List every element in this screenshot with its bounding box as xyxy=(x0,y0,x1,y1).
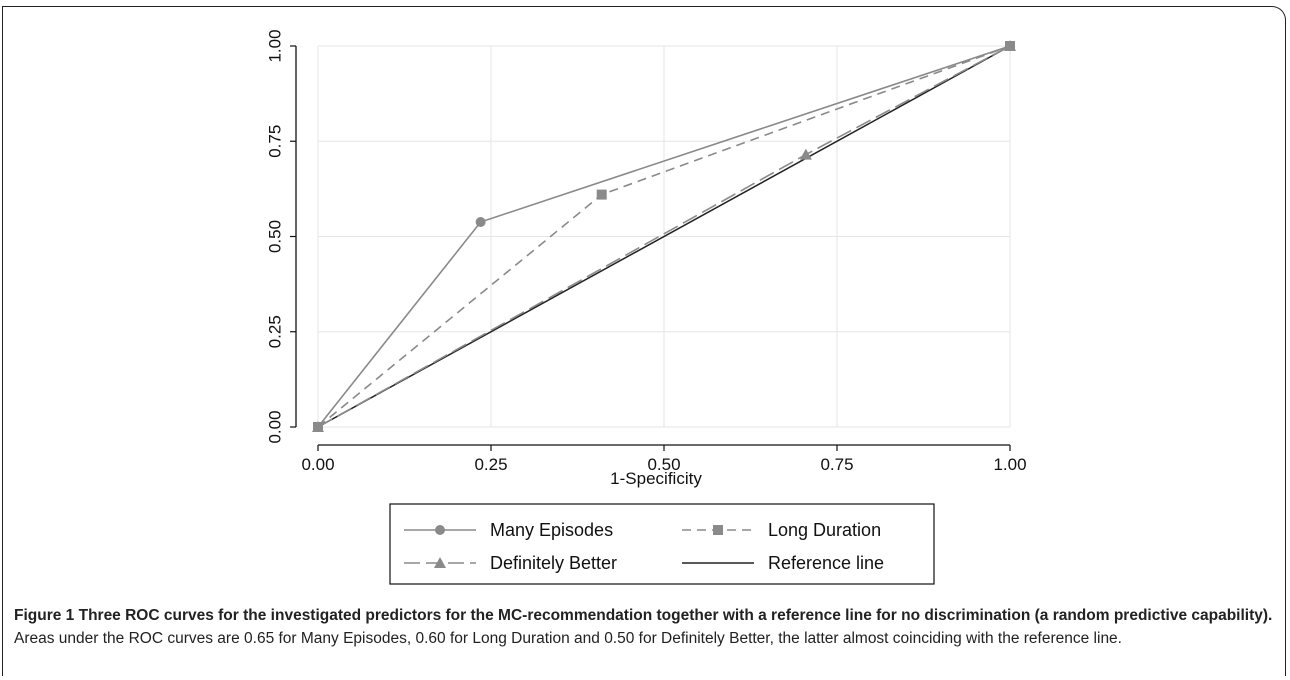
legend-reference-line-label: Reference line xyxy=(768,553,884,573)
figure-frame xyxy=(2,6,1286,676)
series-layer xyxy=(312,40,1016,432)
series-definitely-better-point xyxy=(1004,40,1016,51)
y-tick-label: 0.00 xyxy=(265,410,284,443)
legend-definitely-better-label: Definitely Better xyxy=(490,553,617,573)
legend-many-episodes-marker xyxy=(435,525,445,535)
legend-definitely-better-marker xyxy=(434,557,446,568)
series-definitely-better-point xyxy=(312,421,324,432)
axes: 0.00 0.25 0.50 0.75 1.00 0.00 0.25 0.50 0.75 1.00 xyxy=(265,29,1026,474)
y-tick-label: 0.75 xyxy=(265,125,284,158)
roc-chart: 0.00 0.25 0.50 0.75 1.00 0.00 0.25 0.50 0.75 1.00… xyxy=(265,29,1027,585)
series-definitely-better-point xyxy=(799,148,812,160)
x-tick-label: 0.50 xyxy=(647,455,680,474)
x-axis-label: 1-Specificity xyxy=(610,469,702,488)
legend: Many Episodes Long Duration Definitely Bet… xyxy=(389,503,935,585)
y-tick-label: 1.00 xyxy=(265,29,284,62)
caption-text: Areas under the ROC curves are 0.65 for … xyxy=(14,630,1122,647)
legend-long-duration-marker xyxy=(713,525,723,535)
x-tick-label: 0.25 xyxy=(474,455,507,474)
x-tick-label: 1.00 xyxy=(993,455,1026,474)
series-long-duration-point xyxy=(596,189,607,200)
legend-box xyxy=(389,503,935,585)
figure-caption: Figure 1 Three ROC curves for the invest… xyxy=(14,604,1276,650)
y-tick-label: 0.50 xyxy=(265,220,284,253)
caption-title: Figure 1 Three ROC curves for the invest… xyxy=(14,607,1273,624)
series-many-episodes-point xyxy=(475,217,486,228)
series-reference-line-line xyxy=(317,45,1011,428)
legend-many-episodes-label: Many Episodes xyxy=(490,520,613,540)
legend-long-duration-label: Long Duration xyxy=(768,520,881,540)
x-tick-label: 0.00 xyxy=(301,455,334,474)
y-tick-label: 0.25 xyxy=(265,315,284,348)
x-tick-label: 0.75 xyxy=(820,455,853,474)
